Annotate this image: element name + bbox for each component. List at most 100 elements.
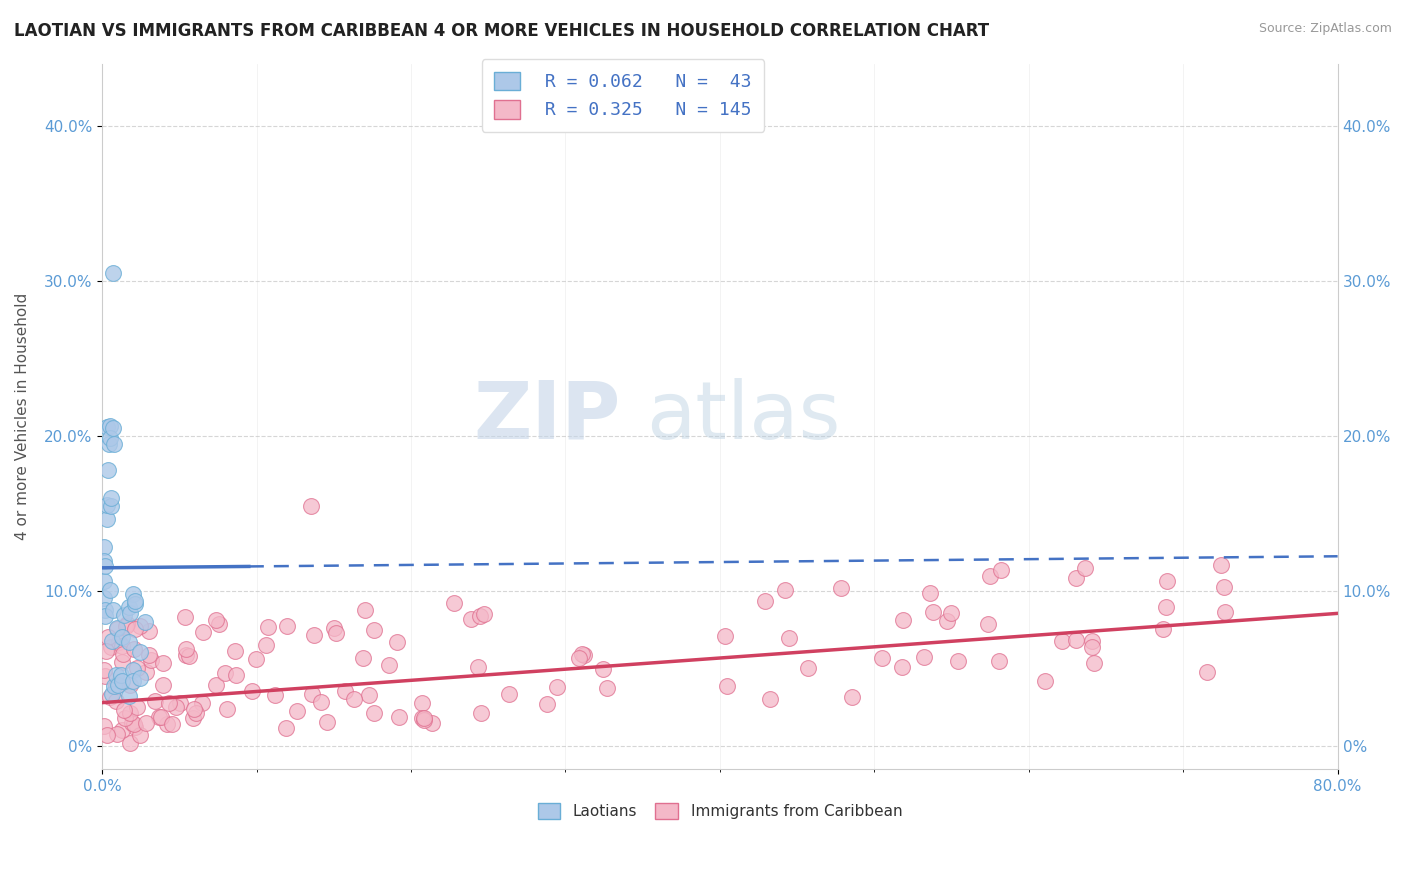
Point bbox=[797, 660, 820, 674]
Point bbox=[1064, 633, 1087, 648]
Text: LAOTIAN VS IMMIGRANTS FROM CARIBBEAN 4 OR MORE VEHICLES IN HOUSEHOLD CORRELATION: LAOTIAN VS IMMIGRANTS FROM CARIBBEAN 4 O… bbox=[14, 22, 990, 40]
Point bbox=[568, 650, 591, 665]
Point bbox=[93, 541, 115, 555]
Point bbox=[412, 713, 434, 727]
Point bbox=[139, 653, 162, 667]
Point bbox=[104, 693, 127, 707]
Point bbox=[124, 598, 146, 612]
Point bbox=[263, 688, 285, 702]
Point bbox=[149, 710, 172, 724]
Point bbox=[254, 638, 277, 652]
Point bbox=[93, 554, 115, 568]
Point bbox=[96, 728, 118, 742]
Point bbox=[100, 500, 122, 514]
Point bbox=[103, 437, 125, 451]
Point bbox=[388, 709, 411, 723]
Point bbox=[759, 691, 782, 706]
Point bbox=[121, 716, 143, 731]
Point bbox=[122, 641, 145, 656]
Point bbox=[121, 587, 143, 601]
Point bbox=[169, 696, 191, 710]
Point bbox=[108, 634, 131, 648]
Point bbox=[118, 689, 141, 703]
Point bbox=[1209, 558, 1232, 573]
Point bbox=[1064, 571, 1087, 585]
Point bbox=[129, 645, 152, 659]
Point bbox=[536, 698, 558, 712]
Point bbox=[352, 651, 374, 665]
Point bbox=[754, 594, 776, 608]
Point bbox=[111, 647, 134, 661]
Point bbox=[152, 678, 174, 692]
Point bbox=[101, 633, 124, 648]
Point bbox=[470, 706, 492, 721]
Point bbox=[111, 674, 134, 689]
Point bbox=[98, 437, 121, 451]
Point bbox=[120, 606, 142, 620]
Point bbox=[592, 662, 614, 676]
Point bbox=[105, 726, 128, 740]
Point bbox=[498, 687, 520, 701]
Point bbox=[94, 644, 117, 658]
Point bbox=[299, 499, 322, 513]
Point bbox=[276, 619, 298, 633]
Point bbox=[1081, 634, 1104, 648]
Point bbox=[912, 650, 935, 665]
Point bbox=[363, 706, 385, 720]
Point bbox=[343, 692, 366, 706]
Point bbox=[325, 625, 347, 640]
Point bbox=[183, 702, 205, 716]
Point bbox=[870, 651, 893, 665]
Point bbox=[115, 618, 138, 632]
Point bbox=[101, 687, 124, 701]
Point bbox=[193, 624, 215, 639]
Point bbox=[460, 612, 482, 626]
Point bbox=[134, 615, 156, 629]
Point bbox=[936, 614, 959, 628]
Point bbox=[595, 681, 617, 696]
Point bbox=[103, 602, 125, 616]
Point bbox=[183, 711, 205, 725]
Point bbox=[104, 667, 127, 681]
Point bbox=[363, 623, 385, 637]
Point bbox=[420, 715, 443, 730]
Point bbox=[97, 630, 120, 644]
Point bbox=[93, 719, 115, 733]
Point bbox=[96, 498, 118, 512]
Point bbox=[96, 512, 118, 526]
Point bbox=[94, 669, 117, 683]
Point bbox=[948, 654, 970, 668]
Point bbox=[387, 634, 409, 648]
Point bbox=[174, 610, 197, 624]
Point bbox=[208, 617, 231, 632]
Point bbox=[98, 690, 121, 704]
Point bbox=[411, 711, 433, 725]
Point bbox=[713, 629, 735, 643]
Point bbox=[121, 663, 143, 677]
Point bbox=[918, 586, 941, 600]
Point bbox=[97, 463, 120, 477]
Point bbox=[354, 603, 377, 617]
Point bbox=[138, 648, 160, 662]
Point bbox=[891, 660, 914, 674]
Point bbox=[472, 607, 495, 621]
Point bbox=[114, 711, 136, 725]
Point bbox=[162, 716, 184, 731]
Point bbox=[135, 715, 157, 730]
Point bbox=[174, 648, 197, 662]
Point bbox=[184, 706, 207, 720]
Point bbox=[287, 704, 309, 718]
Point bbox=[990, 563, 1012, 577]
Point bbox=[1156, 574, 1178, 588]
Point bbox=[98, 418, 121, 433]
Point bbox=[977, 616, 1000, 631]
Point bbox=[224, 644, 246, 658]
Point bbox=[105, 621, 128, 635]
Point bbox=[94, 558, 117, 573]
Text: atlas: atlas bbox=[645, 377, 841, 456]
Point bbox=[257, 620, 280, 634]
Point bbox=[165, 699, 187, 714]
Point bbox=[98, 431, 121, 445]
Point bbox=[98, 582, 121, 597]
Point bbox=[112, 703, 135, 717]
